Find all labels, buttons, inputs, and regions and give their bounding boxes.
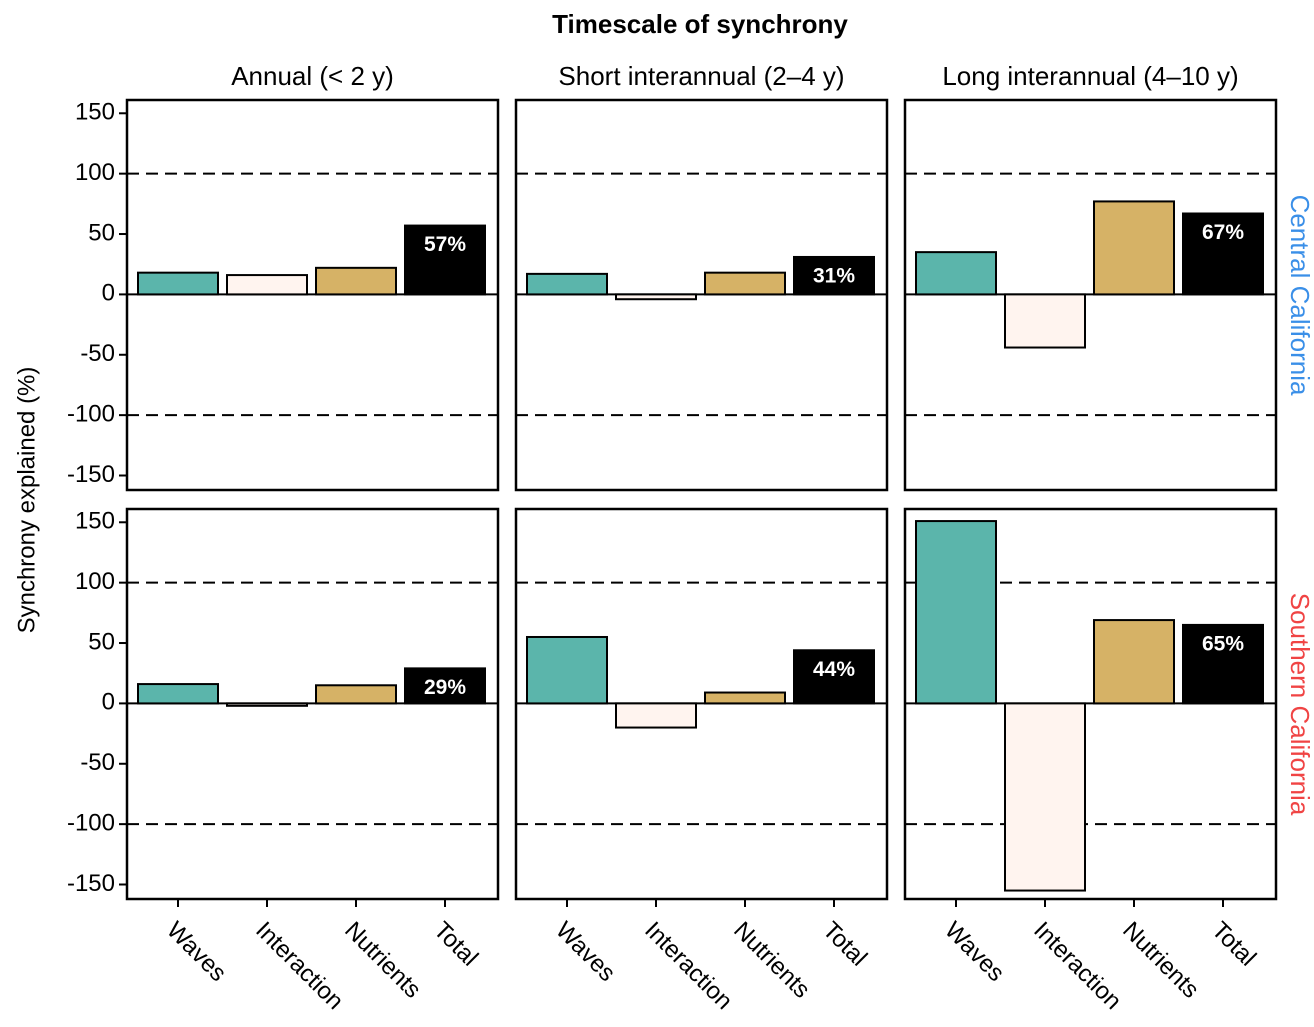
y-axis-label: Synchrony explained (%) <box>13 367 40 634</box>
bar <box>315 266 397 296</box>
value-label: 31% <box>813 265 855 288</box>
y-tick-label: 150 <box>75 508 115 535</box>
x-tick-label: Waves <box>939 917 1009 987</box>
x-tick-label: Interaction <box>250 917 348 1015</box>
value-label: 29% <box>424 676 466 699</box>
bar <box>793 649 875 705</box>
y-tick-label: 100 <box>75 159 115 186</box>
y-tick-label: -150 <box>67 870 115 897</box>
y-tick-label: 100 <box>75 568 115 595</box>
x-tick-label: Nutrients <box>339 917 426 1004</box>
panel-frame <box>514 507 889 901</box>
chart-title: Timescale of synchrony <box>552 9 848 39</box>
y-tick-label: -150 <box>67 461 115 488</box>
bar <box>915 520 997 705</box>
bar <box>1182 623 1264 705</box>
y-tick-label: -100 <box>67 809 115 836</box>
column-title: Annual (< 2 y) <box>231 61 394 91</box>
bar <box>526 272 608 296</box>
bar <box>226 274 308 296</box>
row-label: Central California <box>1285 195 1314 396</box>
panel-frame <box>125 507 500 901</box>
value-label: 67% <box>1202 221 1244 244</box>
bar <box>704 271 786 296</box>
x-tick-label: Nutrients <box>1117 917 1204 1004</box>
y-tick-label: -50 <box>80 340 115 367</box>
bar <box>1004 702 1086 892</box>
x-tick-label: Nutrients <box>728 917 815 1004</box>
y-tick-label: 0 <box>102 689 115 716</box>
y-tick-label: 0 <box>102 280 115 307</box>
y-tick-label: 50 <box>88 219 115 246</box>
bar <box>404 667 486 705</box>
value-label: 57% <box>424 233 466 256</box>
x-tick-label: Interaction <box>1028 917 1126 1015</box>
bar <box>1093 619 1175 705</box>
y-tick-label: -50 <box>80 749 115 776</box>
bar <box>1004 293 1086 349</box>
x-tick-label: Waves <box>550 917 620 987</box>
x-tick-label: Total <box>1206 917 1261 972</box>
panel-frame <box>514 98 889 492</box>
value-label: 65% <box>1202 632 1244 655</box>
x-tick-label: Interaction <box>639 917 737 1015</box>
panel-frame <box>903 507 1278 901</box>
bar <box>615 293 697 301</box>
bar <box>137 271 219 296</box>
column-title: Short interannual (2–4 y) <box>558 61 844 91</box>
x-tick-label: Total <box>428 917 483 972</box>
panel-frame <box>125 98 500 492</box>
bar <box>315 684 397 705</box>
y-tick-label: -100 <box>67 400 115 427</box>
y-tick-label: 150 <box>75 99 115 126</box>
bar <box>615 702 697 729</box>
column-title: Long interannual (4–10 y) <box>942 61 1238 91</box>
bar <box>404 224 486 296</box>
panel-frame <box>903 98 1278 492</box>
y-tick-label: 50 <box>88 628 115 655</box>
value-label: 44% <box>813 658 855 681</box>
bar <box>915 251 997 296</box>
x-tick-label: Total <box>817 917 872 972</box>
x-tick-label: Waves <box>161 917 231 987</box>
bar <box>137 683 219 705</box>
row-label: Southern California <box>1285 593 1314 816</box>
bar <box>704 691 786 705</box>
bar <box>226 702 308 707</box>
bar <box>793 255 875 296</box>
bar <box>1093 200 1175 296</box>
bar <box>526 635 608 705</box>
bar <box>1182 212 1264 296</box>
